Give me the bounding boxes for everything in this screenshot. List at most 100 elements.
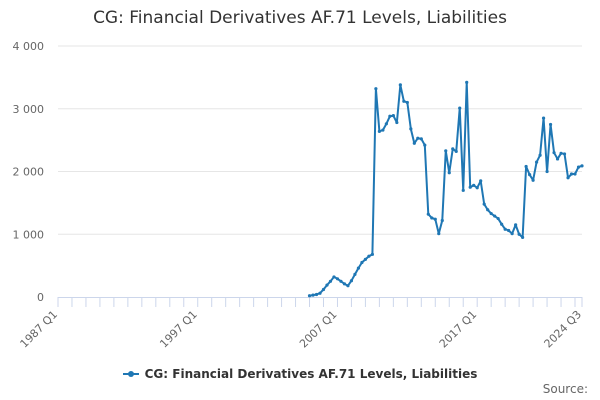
- data-point[interactable]: [566, 176, 570, 180]
- data-point[interactable]: [479, 179, 483, 183]
- x-tick-label: 1987 Q1: [18, 308, 61, 351]
- data-point[interactable]: [332, 275, 336, 279]
- legend-item[interactable]: CG: Financial Derivatives AF.71 Levels, …: [122, 367, 478, 381]
- data-point[interactable]: [458, 106, 462, 110]
- data-point[interactable]: [510, 232, 514, 236]
- data-point[interactable]: [391, 114, 395, 118]
- data-point[interactable]: [374, 87, 378, 91]
- data-point[interactable]: [472, 183, 476, 187]
- y-tick-label: 4 000: [13, 40, 45, 53]
- data-point[interactable]: [503, 227, 507, 231]
- data-point[interactable]: [447, 171, 451, 175]
- y-tick-label: 3 000: [13, 103, 45, 116]
- legend-label: CG: Financial Derivatives AF.71 Levels, …: [144, 367, 478, 381]
- data-point[interactable]: [440, 218, 444, 223]
- data-point[interactable]: [545, 169, 549, 174]
- data-point[interactable]: [524, 164, 528, 169]
- data-point[interactable]: [398, 83, 402, 87]
- x-tick-label: 2017 Q1: [437, 308, 480, 351]
- data-point[interactable]: [573, 172, 577, 176]
- data-point[interactable]: [349, 279, 354, 283]
- data-point[interactable]: [370, 252, 374, 256]
- data-point[interactable]: [335, 277, 340, 281]
- data-point[interactable]: [367, 254, 371, 258]
- data-point[interactable]: [569, 172, 574, 176]
- data-point[interactable]: [384, 122, 388, 126]
- data-point[interactable]: [475, 186, 479, 190]
- legend-line-marker-icon: [122, 371, 139, 377]
- x-tick-label: 1997 Q1: [157, 308, 200, 351]
- data-point[interactable]: [493, 214, 497, 218]
- data-point[interactable]: [419, 137, 423, 141]
- data-point[interactable]: [514, 223, 518, 227]
- legend: CG: Financial Derivatives AF.71 Levels, …: [0, 364, 600, 381]
- data-point[interactable]: [307, 294, 312, 298]
- chart-title: CG: Financial Derivatives AF.71 Levels, …: [93, 8, 507, 28]
- data-point[interactable]: [562, 152, 567, 156]
- data-point[interactable]: [461, 188, 465, 192]
- y-tick-label: 1 000: [13, 228, 45, 241]
- data-point[interactable]: [318, 291, 322, 295]
- y-tick-label: 2 000: [13, 166, 45, 179]
- data-point[interactable]: [465, 80, 469, 84]
- data-point[interactable]: [541, 116, 546, 120]
- data-point[interactable]: [356, 266, 361, 270]
- data-point[interactable]: [388, 114, 392, 118]
- data-point[interactable]: [451, 147, 455, 151]
- data-point[interactable]: [328, 279, 333, 283]
- data-point[interactable]: [426, 212, 430, 216]
- data-point[interactable]: [548, 122, 553, 127]
- x-axis-labels: 1987 Q1 1997 Q1 2007 Q1 2017 Q1 2024 Q3: [18, 308, 585, 351]
- series-group[interactable]: [307, 80, 584, 298]
- data-point[interactable]: [381, 128, 385, 132]
- data-point[interactable]: [538, 153, 542, 157]
- data-point[interactable]: [489, 211, 493, 216]
- data-point[interactable]: [314, 292, 319, 297]
- data-point[interactable]: [437, 232, 441, 236]
- data-point[interactable]: [482, 202, 486, 206]
- data-point[interactable]: [395, 120, 399, 125]
- data-point[interactable]: [416, 136, 420, 140]
- data-point[interactable]: [576, 165, 581, 169]
- data-point[interactable]: [430, 216, 434, 220]
- data-point[interactable]: [405, 100, 409, 105]
- gridlines: [58, 45, 582, 235]
- data-point[interactable]: [339, 279, 343, 283]
- series-line[interactable]: [309, 81, 583, 297]
- data-point[interactable]: [534, 160, 539, 164]
- data-point[interactable]: [363, 257, 368, 261]
- y-tick-label: 0: [37, 291, 44, 304]
- data-point[interactable]: [321, 287, 326, 292]
- data-point[interactable]: [423, 143, 427, 147]
- data-point[interactable]: [517, 232, 521, 236]
- data-point[interactable]: [500, 222, 504, 226]
- data-point[interactable]: [559, 151, 563, 155]
- credits[interactable]: Source:: [542, 382, 588, 396]
- data-point[interactable]: [311, 293, 315, 297]
- x-tick-label: 2007 Q1: [297, 308, 340, 351]
- data-point[interactable]: [325, 283, 329, 287]
- data-point[interactable]: [454, 149, 458, 154]
- data-point[interactable]: [444, 149, 448, 153]
- data-point[interactable]: [402, 99, 406, 103]
- x-tick-label: 2024 Q3: [542, 308, 585, 351]
- data-point[interactable]: [353, 272, 357, 277]
- data-point[interactable]: [433, 217, 437, 221]
- data-point[interactable]: [468, 185, 472, 189]
- data-point[interactable]: [555, 157, 560, 161]
- data-point[interactable]: [360, 260, 364, 265]
- data-point[interactable]: [552, 151, 556, 155]
- data-point[interactable]: [496, 216, 500, 221]
- data-point[interactable]: [486, 208, 490, 212]
- data-point[interactable]: [531, 178, 535, 182]
- data-point[interactable]: [412, 141, 416, 145]
- data-point[interactable]: [507, 228, 511, 233]
- data-point[interactable]: [521, 235, 525, 239]
- data-point[interactable]: [580, 164, 584, 168]
- data-point[interactable]: [377, 129, 381, 133]
- data-point[interactable]: [409, 127, 413, 131]
- data-point[interactable]: [528, 173, 532, 177]
- data-point[interactable]: [346, 284, 350, 288]
- data-point[interactable]: [342, 282, 347, 286]
